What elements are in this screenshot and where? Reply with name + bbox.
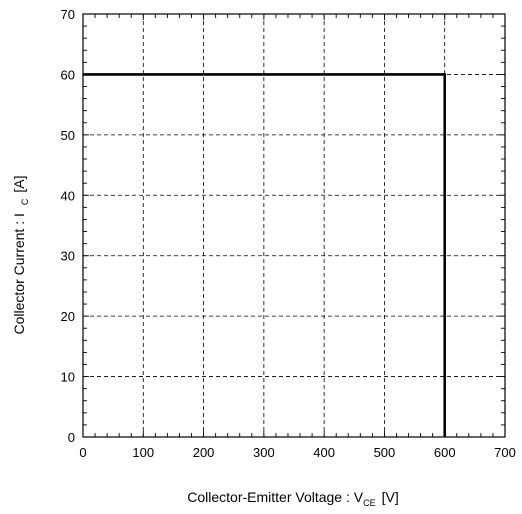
y-tick-label: 0 xyxy=(68,430,75,445)
y-axis-label: Collector Current : IC[A] xyxy=(11,176,30,335)
x-tick-label: 600 xyxy=(434,445,456,460)
x-tick-label: 300 xyxy=(253,445,275,460)
grid xyxy=(83,14,505,437)
x-tick-label: 200 xyxy=(193,445,215,460)
y-tick-label: 40 xyxy=(61,188,75,203)
y-tick-label: 20 xyxy=(61,309,75,324)
x-tick-label: 100 xyxy=(132,445,154,460)
x-tick-label: 400 xyxy=(313,445,335,460)
y-tick-label: 10 xyxy=(61,370,75,385)
series-layer xyxy=(83,73,447,437)
x-tick-label: 700 xyxy=(494,445,516,460)
y-tick-label: 60 xyxy=(61,67,75,82)
tick-labels: 0 100 200 300 400 500 600 700 0 10 20 30 40 50 60 70 xyxy=(61,7,516,460)
x-tick-label: 0 xyxy=(79,445,86,460)
x-axis-label: Collector-Emitter Voltage : VCE [V] xyxy=(187,489,399,508)
series-line xyxy=(83,73,447,437)
y-tick-label: 70 xyxy=(61,7,75,22)
plot-frame xyxy=(82,13,506,438)
y-tick-label: 30 xyxy=(61,249,75,264)
x-tick-label: 500 xyxy=(374,445,396,460)
minor-ticks xyxy=(82,13,506,438)
y-tick-label: 50 xyxy=(61,128,75,143)
